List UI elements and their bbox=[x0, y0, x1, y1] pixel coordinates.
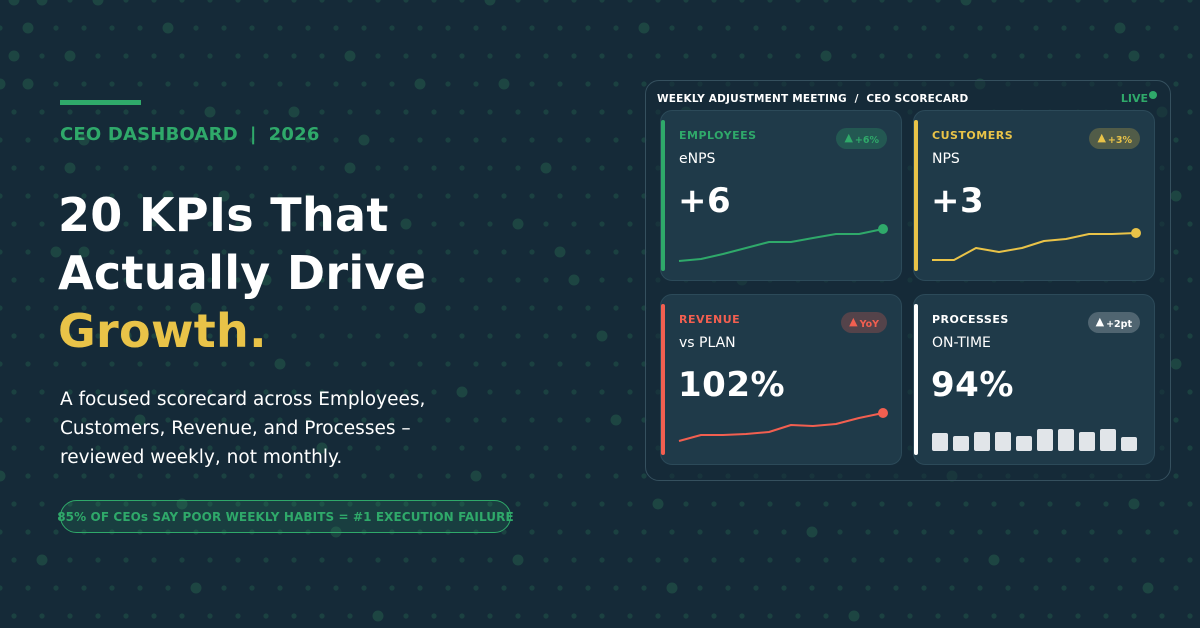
trend-badge: ▲ +6% bbox=[836, 128, 887, 149]
trend-badge: ▲ +2pt bbox=[1087, 312, 1140, 333]
accent-stripe bbox=[661, 120, 665, 271]
triangle-up-icon: ▲ bbox=[849, 314, 858, 328]
kpi-card-processes[interactable]: PROCESSES ON-TIME 94% ▲ +2pt bbox=[913, 294, 1155, 465]
bar bbox=[1037, 429, 1053, 451]
bar bbox=[995, 432, 1011, 451]
trend-badge-text: YoY bbox=[859, 319, 879, 330]
headline: 20 KPIs That Actually Drive Growth. bbox=[58, 186, 426, 360]
sparkline-chart bbox=[932, 228, 1141, 261]
card-metric: eNPS bbox=[679, 151, 716, 167]
bar bbox=[1016, 436, 1032, 451]
card-category: REVENUE bbox=[679, 313, 741, 326]
trend-badge: ▲ YoY bbox=[841, 312, 887, 333]
stat-pill: 85% OF CEOs SAY POOR WEEKLY HABITS = #1 … bbox=[57, 500, 514, 533]
accent-stripe bbox=[661, 304, 665, 455]
trend-badge-text: +2pt bbox=[1106, 319, 1132, 330]
bar bbox=[1058, 429, 1074, 451]
headline-highlight: Growth. bbox=[58, 304, 267, 358]
sparkline-chart bbox=[678, 408, 888, 442]
live-indicator-icon bbox=[1149, 91, 1157, 99]
bar bbox=[953, 436, 969, 451]
bar bbox=[932, 433, 948, 451]
bar bbox=[974, 432, 990, 451]
card-category: CUSTOMERS bbox=[932, 129, 1014, 142]
eyebrow-label: CEO DASHBOARD bbox=[60, 124, 238, 145]
card-value: +6 bbox=[678, 181, 732, 221]
card-value: +3 bbox=[931, 181, 985, 221]
bar bbox=[1121, 437, 1137, 451]
accent-stripe bbox=[914, 304, 918, 455]
sparkline-chart bbox=[678, 224, 888, 262]
card-metric: ON-TIME bbox=[932, 335, 991, 351]
card-value: 94% bbox=[931, 365, 1014, 405]
scorecard-panel: WEEKLY ADJUSTMENT MEETING / CEO SCORECAR… bbox=[645, 80, 1171, 481]
live-status: LIVE bbox=[1120, 92, 1148, 105]
card-category: EMPLOYEES bbox=[679, 129, 757, 142]
kpi-card-employees[interactable]: EMPLOYEES eNPS +6 ▲ +6% bbox=[660, 110, 902, 281]
bar-chart bbox=[932, 429, 1137, 451]
triangle-up-icon: ▲ bbox=[844, 130, 853, 144]
card-metric: vs PLAN bbox=[679, 335, 736, 351]
headline-line-2: Actually Drive bbox=[58, 246, 427, 300]
eyebrow-year: 2026 bbox=[268, 124, 320, 145]
accent-bar bbox=[60, 100, 141, 105]
triangle-up-icon: ▲ bbox=[1095, 314, 1105, 328]
trend-badge-text: +6% bbox=[854, 135, 879, 146]
kpi-card-customers[interactable]: CUSTOMERS NPS +3 ▲ +3% bbox=[913, 110, 1155, 281]
headline-line-1: 20 KPIs That bbox=[58, 188, 389, 242]
eyebrow: CEO DASHBOARD | 2026 bbox=[60, 124, 320, 145]
trend-badge-text: +3% bbox=[1107, 135, 1132, 146]
subtext: A focused scorecard across Employees, Cu… bbox=[60, 389, 426, 468]
panel-title: WEEKLY ADJUSTMENT MEETING / CEO SCORECAR… bbox=[657, 93, 969, 105]
accent-stripe bbox=[914, 120, 918, 271]
card-value: 102% bbox=[678, 365, 786, 405]
card-metric: NPS bbox=[932, 151, 960, 167]
eyebrow-separator: | bbox=[249, 124, 257, 145]
triangle-up-icon: ▲ bbox=[1097, 130, 1106, 144]
trend-badge: ▲ +3% bbox=[1089, 128, 1140, 149]
bar bbox=[1079, 432, 1095, 451]
kpi-card-revenue[interactable]: REVENUE vs PLAN 102% ▲ YoY bbox=[660, 294, 902, 465]
bar bbox=[1100, 429, 1116, 451]
card-category: PROCESSES bbox=[932, 313, 1009, 326]
